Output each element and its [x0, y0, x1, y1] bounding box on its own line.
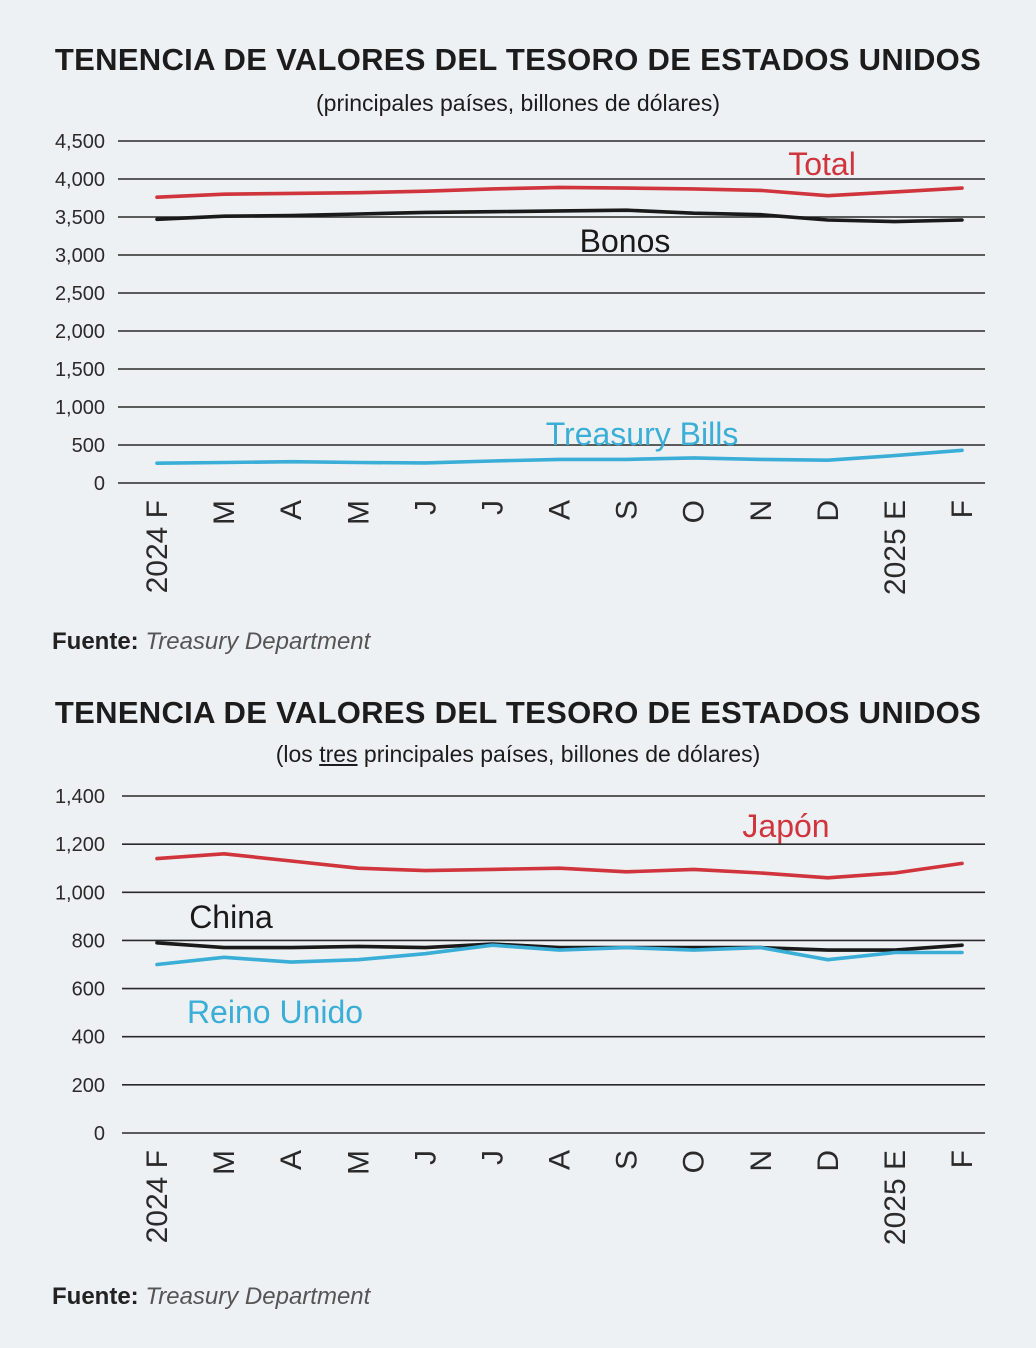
x-tick-label: N [745, 1150, 778, 1172]
y-tick-label: 1,000 [55, 397, 105, 419]
chart-panel-1: TENENCIA DE VALORES DEL TESORO DE ESTADO… [0, 0, 1036, 665]
y-tick-label: 4,000 [55, 169, 105, 191]
series-label: China [189, 899, 273, 935]
chart-2-source-name: Treasury Department [145, 1283, 371, 1310]
series-label: Reino Unido [187, 994, 363, 1030]
x-tick-label: A [544, 1150, 577, 1170]
y-tick-label: 400 [72, 1027, 105, 1049]
y-tick-label: 3,500 [55, 207, 105, 229]
chart-2-source: Fuente: Treasury Department [52, 1283, 370, 1311]
series-line-reino-unido [155, 943, 964, 967]
y-tick-label: 2,500 [55, 283, 105, 305]
y-tick-label: 4,500 [55, 131, 105, 153]
x-tick-label: F [946, 500, 979, 518]
series-line-china [155, 940, 964, 952]
series-line-bonos [155, 208, 964, 224]
y-tick-label: 0 [94, 1123, 105, 1145]
chart-1-subtitle: (principales países, billones de dólares… [316, 90, 720, 116]
series-line-total [155, 185, 964, 199]
y-tick-label: 2,000 [55, 321, 105, 343]
x-tick-label: S [611, 1150, 644, 1170]
x-tick-label: J [409, 1150, 442, 1165]
series-label: Total [788, 146, 856, 182]
chart-1-source-label: Fuente: [52, 628, 139, 655]
x-tick-label: M [208, 1150, 241, 1175]
x-tick-label: M [342, 500, 375, 525]
series-label: Japón [742, 808, 829, 844]
chart-2-subtitle-underlined: tres [319, 741, 358, 767]
y-tick-label: 1,000 [55, 882, 105, 904]
y-tick-label: 200 [72, 1075, 105, 1097]
y-tick-label: 800 [72, 930, 105, 952]
chart-panel-2: TENENCIA DE VALORES DEL TESORO DE ESTADO… [0, 665, 1036, 1348]
chart-2-subtitle-pre: (los [275, 741, 320, 767]
y-tick-label: 3,000 [55, 245, 105, 267]
x-tick-label: A [275, 1150, 308, 1170]
chart-2-subtitle-post: principales países, billones de dólares) [357, 741, 761, 767]
chart-2-source-label: Fuente: [52, 1283, 139, 1310]
chart-1-plot: 4,500 4,000 3,500 3,000 2,500 2,000 1,500 1,000… [55, 131, 985, 595]
x-tick-label: 2025 E [879, 500, 912, 595]
x-tick-label: J [476, 500, 509, 515]
x-tick-label: N [745, 500, 778, 522]
chart-2-subtitle: (los tres principales países, billones d… [0, 741, 1036, 768]
x-tick-label: M [208, 500, 241, 525]
series-label: Treasury Bills [546, 416, 739, 452]
x-tick-label: J [409, 500, 442, 515]
x-tick-label: S [611, 500, 644, 520]
x-tick-label: O [678, 500, 711, 523]
x-tick-label: D [812, 500, 845, 522]
x-tick-label: 2024 F [141, 500, 174, 593]
series-line-treasury-bills [155, 448, 964, 466]
x-tick-label: M [342, 1150, 375, 1175]
series-line-japon [155, 852, 964, 880]
x-tick-label: D [812, 1150, 845, 1172]
y-tick-label: 1,400 [55, 786, 105, 808]
x-tick-label: 2024 F [141, 1150, 174, 1243]
chart-2-title: TENENCIA DE VALORES DEL TESORO DE ESTADO… [54, 695, 982, 730]
x-tick-label: A [275, 500, 308, 520]
chart-1-title: TENENCIA DE VALORES DEL TESORO DE ESTADO… [54, 42, 982, 77]
chart-2-plot: 1,400 1,200 1,000 800 600 400 200 0 2024 F M A M J J A… [55, 786, 985, 1245]
x-tick-label: F [946, 1150, 979, 1168]
chart-1-source-name: Treasury Department [145, 628, 371, 655]
x-tick-label: A [544, 500, 577, 520]
y-tick-label: 1,500 [55, 359, 105, 381]
x-tick-label: 2025 E [879, 1150, 912, 1245]
y-tick-label: 0 [94, 473, 105, 495]
y-tick-label: 1,200 [55, 834, 105, 856]
series-label: Bonos [580, 223, 671, 259]
x-tick-label: O [678, 1150, 711, 1173]
y-tick-label: 600 [72, 979, 105, 1001]
x-tick-label: J [476, 1150, 509, 1165]
y-tick-label: 500 [72, 435, 105, 457]
chart-1-source: Fuente: Treasury Department [52, 628, 370, 656]
